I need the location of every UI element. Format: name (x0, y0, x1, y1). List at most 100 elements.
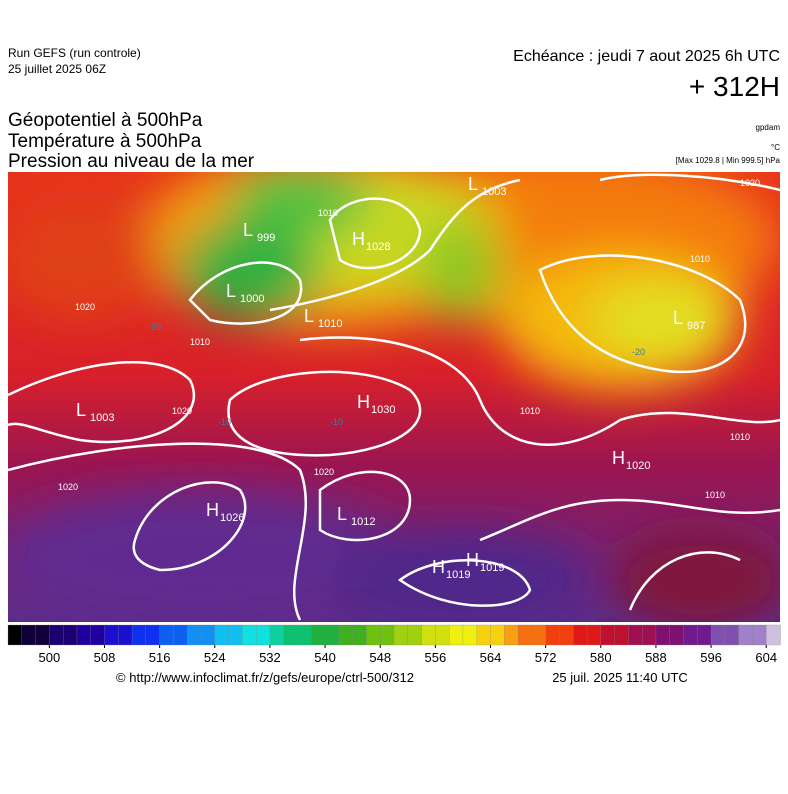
center-letter: L (304, 306, 314, 326)
colorbar-tick-label: 532 (259, 650, 281, 665)
center-pressure: 1019 (446, 569, 470, 581)
colorbar-cell (283, 624, 299, 646)
center-pressure: 1003 (90, 412, 114, 424)
colorbar-cell (504, 624, 519, 646)
colorbar-tick-label: 572 (535, 650, 557, 665)
center-letter: H (612, 448, 625, 468)
contour-label: 1010 (318, 208, 338, 218)
colorbar-cell (683, 624, 698, 646)
unit-label: gpdam (756, 123, 781, 132)
center-letter: L (243, 220, 253, 240)
colorbar-cell (269, 624, 285, 646)
colorbar-cell (338, 624, 354, 646)
colorbar-cell (545, 624, 561, 646)
contour-label: 1020 (172, 406, 192, 416)
colorbar-cell (407, 624, 423, 646)
colorbar-cell (311, 624, 326, 646)
center-letter: L (226, 281, 236, 301)
colorbar-cell (490, 624, 505, 646)
map-field (8, 172, 780, 622)
title-line: Pression au niveau de la mer (8, 151, 255, 172)
unit-label: °C (771, 143, 780, 152)
contour-label: 1010 (730, 432, 750, 442)
center-letter: L (337, 504, 347, 524)
colorbar-cell (324, 624, 340, 646)
colorbar-tick-label: 580 (590, 650, 612, 665)
colorbar-cell (421, 624, 437, 646)
colorbar-cell (435, 624, 450, 646)
contour-label: -10 (330, 417, 343, 427)
unit-label: [Max 1029.8 | Min 999.5] hPa (676, 156, 781, 165)
colorbar-tick-label: 508 (94, 650, 116, 665)
colorbar-cell (297, 624, 312, 646)
colorbar-tick-label: 540 (314, 650, 336, 665)
colorbar-cell (7, 624, 23, 646)
colorbar-cell (531, 624, 547, 646)
colorbar-tick-label: 524 (204, 650, 226, 665)
colorbar-cell (669, 624, 685, 646)
center-pressure: 1010 (318, 318, 342, 330)
colorbar-cell (600, 624, 616, 646)
center-pressure: 1030 (371, 404, 395, 416)
center-pressure: 1020 (626, 460, 650, 472)
center-pressure: 1000 (240, 293, 264, 305)
colorbar-cell (90, 624, 106, 646)
colorbar-cell (517, 624, 533, 646)
contour-label: 1010 (520, 406, 540, 416)
colorbar-cell (752, 624, 767, 646)
colorbar-cell (766, 624, 781, 646)
colorbar-cell (242, 624, 257, 646)
colorbar-cell (118, 624, 133, 646)
colorbar-cell (641, 624, 657, 646)
valid-time: Echéance : jeudi 7 aout 2025 6h UTC (513, 48, 780, 65)
colorbar-cell (21, 624, 37, 646)
center-pressure: 1026 (220, 512, 244, 524)
colorbar-cell (710, 624, 726, 646)
title-line: Géopotentiel à 500hPa (8, 110, 203, 131)
center-letter: L (76, 400, 86, 420)
colorbar-cell (366, 624, 381, 646)
contour-label: -20 (632, 347, 645, 357)
colorbar-cell (200, 624, 216, 646)
colorbar-cell (628, 624, 643, 646)
center-pressure: 1012 (351, 516, 375, 528)
contour-label: -10 (218, 417, 231, 427)
contour-label: 1010 (690, 254, 710, 264)
colorbar-cell (724, 624, 740, 646)
colorbar-cell (738, 624, 754, 646)
contour-label: 1010 (705, 490, 725, 500)
colorbar-cell (62, 624, 78, 646)
colorbar-tick-label: 548 (369, 650, 391, 665)
colorbar-cell (255, 624, 271, 646)
contour-label: -20 (148, 322, 161, 332)
colorbar-cell (393, 624, 409, 646)
colorbar-cell (448, 624, 464, 646)
source-url: © http://www.infoclimat.fr/z/gefs/europe… (116, 670, 414, 685)
colorbar-cell (586, 624, 602, 646)
generated-time: 25 juil. 2025 11:40 UTC (552, 670, 688, 685)
center-letter: H (352, 229, 365, 249)
colorbar-cell (104, 624, 119, 646)
center-pressure: 987 (687, 320, 705, 332)
colorbar-cell (145, 624, 161, 646)
colorbar-tick-label: 596 (700, 650, 722, 665)
contour-label: 1020 (58, 482, 78, 492)
colorbar-tick-label: 564 (480, 650, 502, 665)
colorbar-cell (614, 624, 630, 646)
colorbar-cell (352, 624, 368, 646)
colorbar-cell (76, 624, 92, 646)
colorbar-cell (214, 624, 230, 646)
colorbar-cell (573, 624, 588, 646)
center-letter: H (357, 392, 370, 412)
contour-label: 1020 (75, 302, 95, 312)
colorbar-tick-label: 500 (39, 650, 61, 665)
center-letter: L (673, 308, 683, 328)
run-date: 25 juillet 2025 06Z (8, 62, 106, 76)
center-pressure: 999 (257, 232, 275, 244)
colorbar-cell (559, 624, 574, 646)
contour-label: 1010 (190, 337, 210, 347)
colorbar-cell (228, 624, 244, 646)
center-letter: L (468, 174, 478, 194)
colorbar-cell (49, 624, 64, 646)
